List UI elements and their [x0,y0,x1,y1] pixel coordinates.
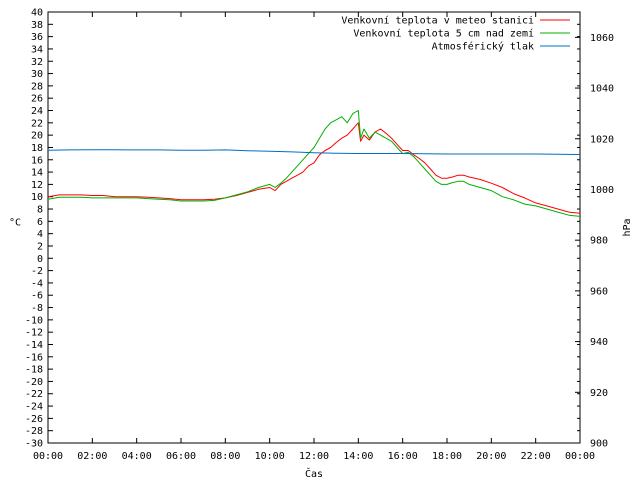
y-tick-label: 8 [37,205,43,216]
x-tick-label: 00:00 [565,451,595,462]
y-tick-label: -2 [31,266,43,277]
legend: Venkovní teplota v meteo staniciVenkovní… [341,15,570,53]
y-tick-label: 32 [31,57,43,68]
y-tick-label: -30 [25,439,43,450]
x-tick-label: 00:00 [33,451,63,462]
y-tick-label: 24 [31,106,43,117]
right-axis: 1060 1040 1020 1000 980 960 940 920 900 [575,33,614,450]
y-tick-label: 36 [31,32,43,43]
legend-label: Venkovní teplota 5 cm nad zemí [353,28,534,40]
y-tick-label: 26 [31,94,43,105]
x-tick-label: 18:00 [432,451,462,462]
y-tick-label: 0 [37,254,43,265]
x-tick-label: 14:00 [343,451,373,462]
x-tick-label: 20:00 [476,451,506,462]
y-tick-label: 14 [31,168,43,179]
plot-frame [47,11,581,444]
x-axis-label: Čas [305,467,323,480]
y-tick-label: -18 [25,365,43,376]
y-tick-label: 30 [31,69,43,80]
y-tick-label: 12 [31,180,43,191]
y2-tick-label: 920 [590,388,608,399]
y-tick-label: 2 [37,241,43,252]
y-tick-label: -28 [25,426,43,437]
y-tick-label: 20 [31,131,43,142]
y-tick-label: 38 [31,20,43,31]
series-line-2 [47,149,581,155]
y2-axis-label: hPa [622,218,633,236]
series-layer [47,110,581,217]
y-tick-label: 10 [31,192,43,203]
legend-label: Venkovní teplota v meteo stanici [341,15,534,27]
y-tick-label: -26 [25,414,43,425]
legend-label: Atmosférický tlak [432,41,534,53]
y2-tick-label: 1040 [590,84,614,95]
x-tick-label: 04:00 [122,451,152,462]
y-tick-label: 4 [37,229,43,240]
y2-tick-label: 940 [590,337,608,348]
y-tick-label: -22 [25,389,43,400]
y-tick-label: 40 [31,8,43,19]
y2-tick-label: 1060 [590,33,614,44]
y-tick-label: 16 [31,155,43,166]
x-tick-label: 06:00 [166,451,196,462]
y2-tick-label: 1000 [590,185,614,196]
y2-tick-label: 900 [590,439,608,450]
y-tick-label: 28 [31,81,43,92]
x-tick-label: 16:00 [388,451,418,462]
series-line-0 [47,122,581,214]
y2-tick-label: 980 [590,236,608,247]
y2-tick-label: 1020 [590,134,614,145]
x-tick-label: 12:00 [299,451,329,462]
series-line-1 [47,110,581,217]
y-tick-label: -4 [31,278,43,289]
y-tick-label: -14 [25,340,43,351]
y2-tick-label: 960 [590,286,608,297]
x-tick-label: 22:00 [521,451,551,462]
left-axis: 4038363432302826242220181614121086420-2-… [25,8,580,450]
y-tick-label: -8 [31,303,43,314]
y-tick-label: -20 [25,377,43,388]
y-tick-label: 18 [31,143,43,154]
y-tick-label: 6 [37,217,43,228]
y-tick-label: -12 [25,328,43,339]
x-tick-label: 02:00 [77,451,107,462]
x-tick-label: 08:00 [210,451,240,462]
y-tick-label: 22 [31,118,43,129]
y-tick-label: -24 [25,402,43,413]
x-axis: 00:00 02:00 04:00 06:00 08:00 10:00 12:00 14:00… [33,12,595,462]
y-axis-label: °C [9,218,21,229]
x-tick-label: 10:00 [255,451,285,462]
y-tick-label: -6 [31,291,43,302]
y-tick-label: 34 [31,44,43,55]
y-tick-label: -10 [25,315,43,326]
y-tick-label: -16 [25,352,43,363]
